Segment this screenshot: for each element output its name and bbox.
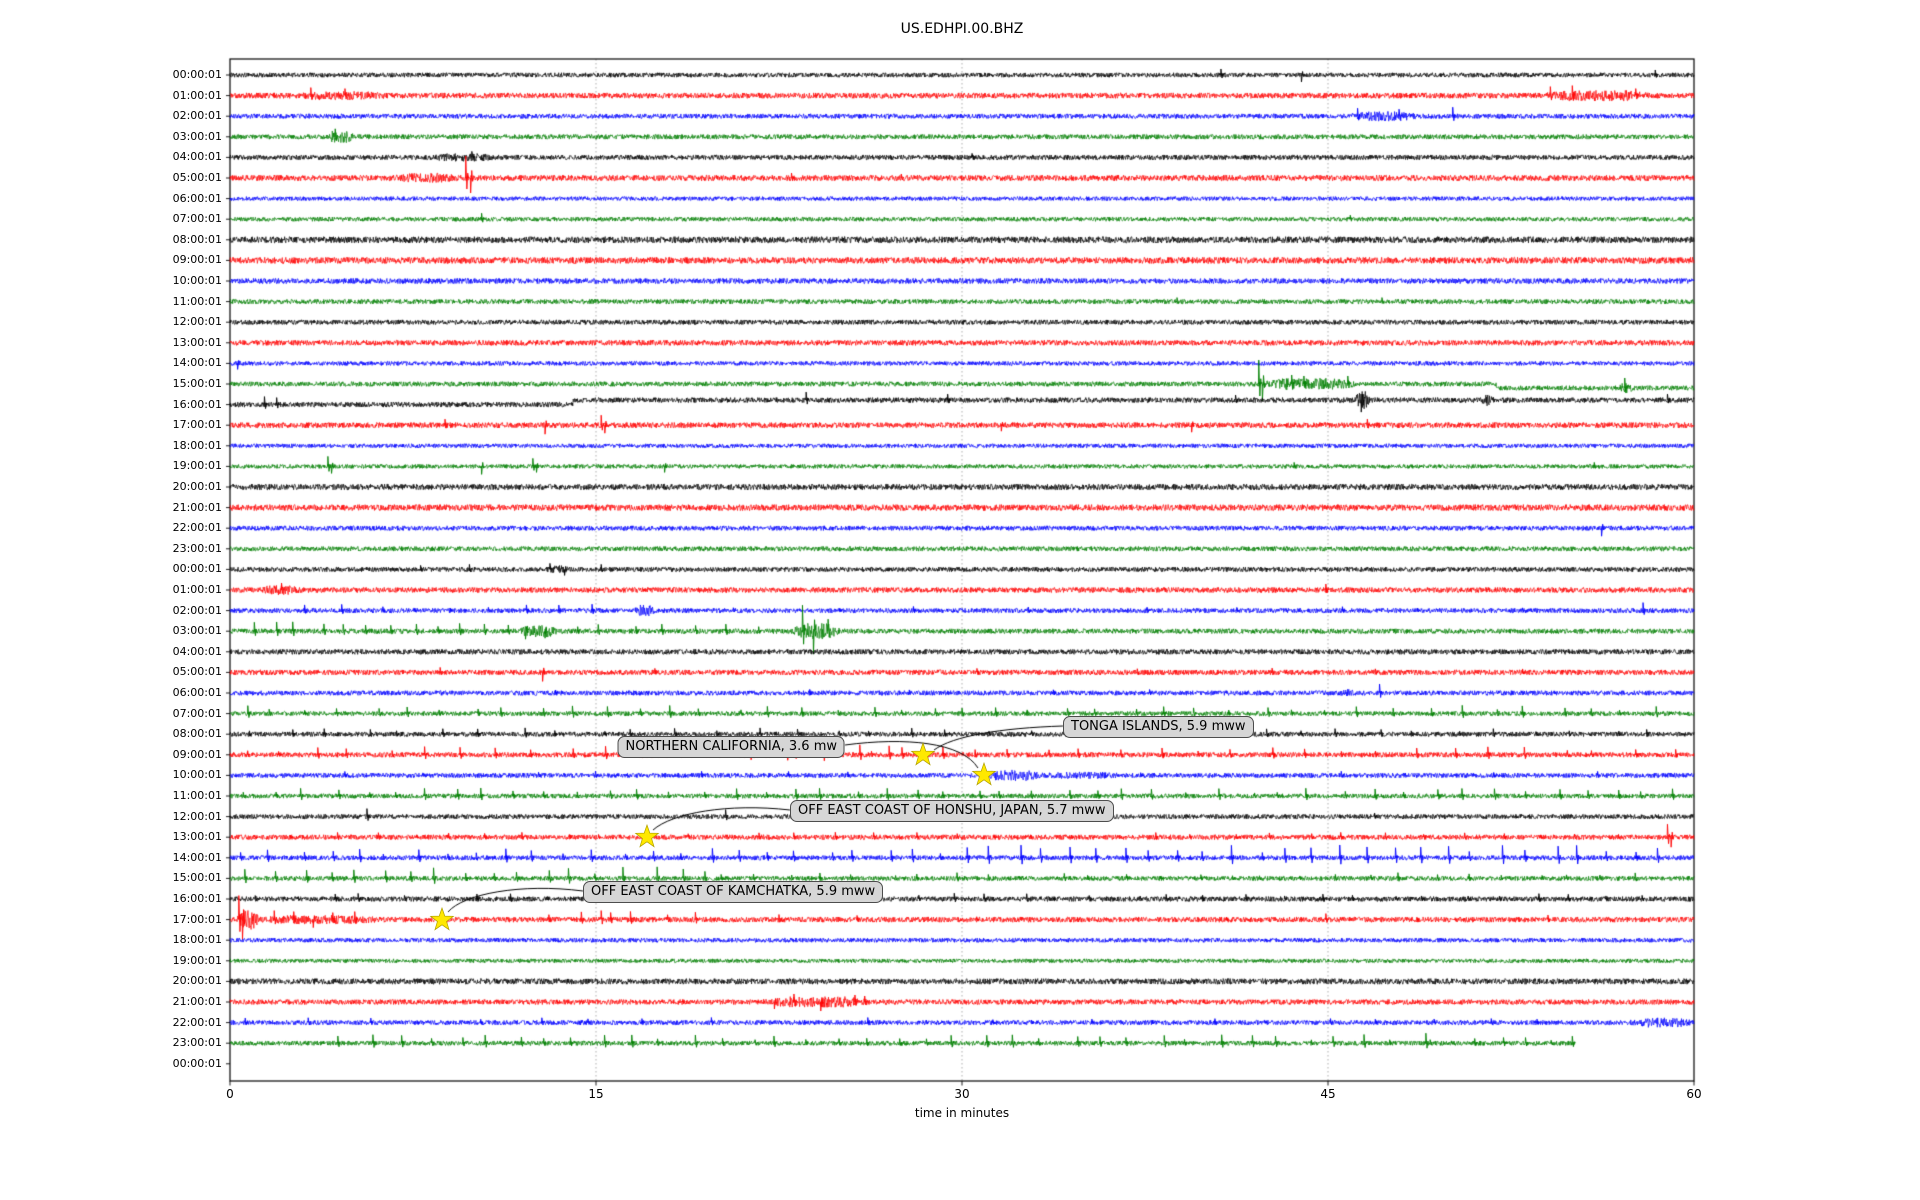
y-tick-label: 23:00:01 bbox=[172, 541, 222, 555]
y-tick-label: 07:00:01 bbox=[172, 212, 222, 226]
y-tick-label: 11:00:01 bbox=[172, 789, 222, 802]
x-tick-label: 0 bbox=[226, 1087, 234, 1101]
event-annotation-northern-california: NORTHERN CALIFORNIA, 3.6 mw bbox=[617, 736, 845, 758]
y-tick-label: 06:00:01 bbox=[172, 191, 222, 205]
y-tick-label: 14:00:01 bbox=[172, 356, 222, 370]
y-tick-label: 00:00:01 bbox=[172, 1056, 222, 1070]
y-tick-label: 00:00:01 bbox=[172, 562, 222, 576]
y-tick-label: 21:00:01 bbox=[172, 500, 222, 514]
y-tick-label: 09:00:01 bbox=[172, 747, 222, 761]
y-tick-label: 16:00:01 bbox=[172, 397, 222, 411]
x-tick-label: 30 bbox=[954, 1087, 970, 1101]
y-tick-label: 05:00:01 bbox=[172, 665, 222, 679]
y-tick-label: 07:00:01 bbox=[172, 706, 222, 720]
y-tick-label: 22:00:01 bbox=[172, 1015, 222, 1029]
event-annotation-kamchatka: OFF EAST COAST OF KAMCHATKA, 5.9 mww bbox=[583, 881, 884, 903]
event-star-icon bbox=[910, 741, 936, 766]
y-tick-label: 10:00:01 bbox=[172, 274, 222, 287]
y-tick-label: 20:00:01 bbox=[172, 480, 222, 493]
y-tick-label: 02:00:01 bbox=[172, 109, 222, 123]
y-tick-label: 05:00:01 bbox=[172, 171, 222, 184]
event-star-icon bbox=[971, 762, 997, 786]
y-tick-label: 17:00:01 bbox=[172, 912, 222, 926]
x-axis-title: time in minutes bbox=[914, 1106, 1010, 1120]
y-tick-label: 08:00:01 bbox=[172, 232, 222, 246]
y-tick-label: 01:00:01 bbox=[172, 88, 222, 102]
y-tick-label: 08:00:01 bbox=[172, 727, 222, 741]
y-tick-label: 19:00:01 bbox=[172, 953, 222, 967]
x-tick-label: 15 bbox=[588, 1087, 604, 1101]
event-annotation-honshu-japan: OFF EAST COAST OF HONSHU, JAPAN, 5.7 mww bbox=[790, 800, 1114, 822]
y-tick-label: 13:00:01 bbox=[172, 335, 222, 349]
y-tick-label: 21:00:01 bbox=[172, 995, 222, 1008]
y-tick-label: 16:00:01 bbox=[172, 892, 222, 905]
event-star-icon bbox=[634, 824, 660, 848]
y-tick-label: 11:00:01 bbox=[172, 294, 222, 308]
event-star-icon bbox=[429, 906, 455, 931]
y-tick-label: 09:00:01 bbox=[172, 253, 222, 267]
x-tick-label: 45 bbox=[1320, 1087, 1336, 1101]
y-tick-label: 18:00:01 bbox=[172, 438, 222, 452]
y-tick-label: 00:00:01 bbox=[172, 68, 222, 81]
event-annotation-tonga: TONGA ISLANDS, 5.9 mww bbox=[1063, 716, 1254, 738]
y-tick-label: 12:00:01 bbox=[172, 315, 222, 329]
y-tick-label: 19:00:01 bbox=[172, 459, 222, 473]
y-tick-label: 18:00:01 bbox=[172, 933, 222, 947]
y-tick-label: 23:00:01 bbox=[172, 1036, 222, 1050]
x-tick-label: 60 bbox=[1686, 1087, 1702, 1101]
y-tick-label: 13:00:01 bbox=[172, 830, 222, 844]
y-tick-label: 02:00:01 bbox=[172, 603, 222, 617]
y-tick-label: 15:00:01 bbox=[172, 377, 222, 390]
y-tick-label: 17:00:01 bbox=[172, 418, 222, 432]
y-tick-label: 03:00:01 bbox=[172, 624, 222, 638]
y-tick-label: 04:00:01 bbox=[172, 150, 222, 164]
y-tick-label: 20:00:01 bbox=[172, 974, 222, 988]
y-tick-label: 15:00:01 bbox=[172, 871, 222, 885]
y-tick-label: 12:00:01 bbox=[172, 809, 222, 823]
y-tick-label: 04:00:01 bbox=[172, 644, 222, 658]
chart-title: US.EDHPI.00.BHZ bbox=[900, 21, 1024, 37]
y-tick-label: 01:00:01 bbox=[172, 583, 222, 596]
y-tick-label: 03:00:01 bbox=[172, 129, 222, 143]
y-tick-label: 10:00:01 bbox=[172, 768, 222, 782]
y-tick-label: 22:00:01 bbox=[172, 521, 222, 535]
y-tick-label: 06:00:01 bbox=[172, 686, 222, 699]
y-tick-label: 14:00:01 bbox=[172, 850, 222, 864]
